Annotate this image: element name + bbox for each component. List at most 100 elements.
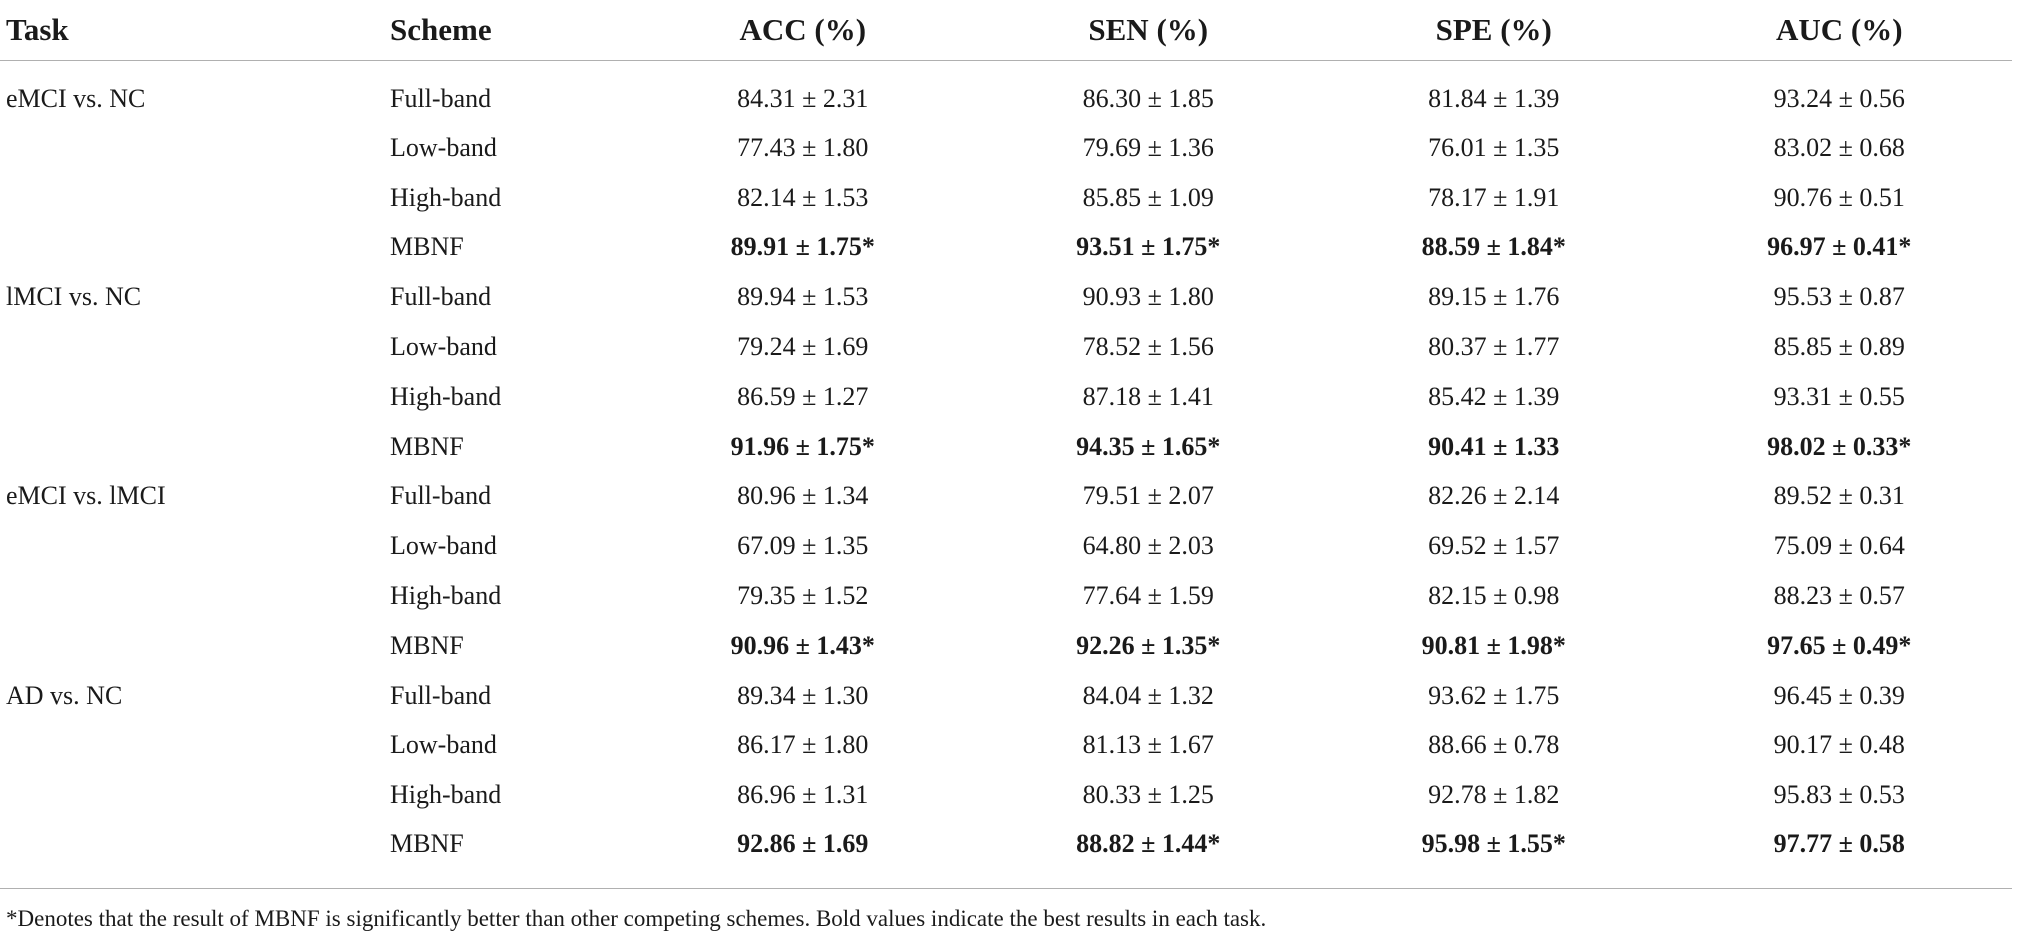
acc-cell: 90.96 ± 1.43* (730, 630, 875, 660)
scheme-cell: MBNF (390, 431, 464, 461)
task-cell (0, 820, 390, 882)
table-row: High-band 82.14 ± 1.53 85.85 ± 1.09 78.1… (0, 173, 2012, 223)
header-task: Task (0, 0, 390, 61)
task-cell (0, 521, 390, 571)
auc-cell: 93.24 ± 0.56 (1773, 84, 1905, 113)
results-table: Task Scheme ACC (%) SEN (%) SPE (%) AUC … (0, 0, 2012, 882)
table-row: MBNF 90.96 ± 1.43* 92.26 ± 1.35* 90.81 ±… (0, 621, 2012, 671)
acc-cell: 89.34 ± 1.30 (737, 680, 869, 710)
acc-cell: 91.96 ± 1.75* (730, 431, 875, 461)
acc-cell: 82.14 ± 1.53 (737, 182, 869, 212)
task-cell: eMCI vs. lMCI (6, 481, 166, 511)
scheme-cell: Low-band (390, 531, 497, 561)
table-row: Low-band 77.43 ± 1.80 79.69 ± 1.36 76.01… (0, 123, 2012, 173)
spe-cell: 76.01 ± 1.35 (1428, 132, 1560, 162)
table-row: MBNF 92.86 ± 1.69 88.82 ± 1.44* 95.98 ± … (0, 820, 2012, 882)
task-cell (0, 422, 390, 472)
task-cell (0, 571, 390, 621)
sen-cell: 79.69 ± 1.36 (1082, 132, 1214, 162)
table-row: eMCI vs. NC Full-band 84.31 ± 2.31 86.30… (0, 61, 2012, 124)
acc-cell: 79.24 ± 1.69 (737, 332, 869, 362)
auc-cell: 90.17 ± 0.48 (1773, 730, 1905, 760)
table-row: lMCI vs. NC Full-band 89.94 ± 1.53 90.93… (0, 272, 2012, 322)
auc-cell: 89.52 ± 0.31 (1773, 481, 1905, 511)
sen-cell: 79.51 ± 2.07 (1082, 481, 1214, 511)
scheme-cell: Full-band (390, 680, 492, 710)
acc-cell: 89.91 ± 1.75* (730, 232, 875, 262)
spe-cell: 88.59 ± 1.84* (1421, 232, 1566, 262)
table-row: Low-band 79.24 ± 1.69 78.52 ± 1.56 80.37… (0, 322, 2012, 372)
task-cell (0, 721, 390, 771)
auc-cell: 90.76 ± 0.51 (1773, 182, 1905, 212)
auc-cell: 96.45 ± 0.39 (1773, 680, 1905, 710)
spe-cell: 93.62 ± 1.75 (1428, 680, 1560, 710)
scheme-cell: Low-band (390, 730, 497, 760)
sen-cell: 86.30 ± 1.85 (1082, 84, 1214, 113)
acc-cell: 79.35 ± 1.52 (737, 581, 869, 611)
table-row: High-band 79.35 ± 1.52 77.64 ± 1.59 82.1… (0, 571, 2012, 621)
table-row: Low-band 67.09 ± 1.35 64.80 ± 2.03 69.52… (0, 521, 2012, 571)
task-cell (0, 770, 390, 820)
sen-cell: 92.26 ± 1.35* (1076, 630, 1221, 660)
task-cell (0, 123, 390, 173)
scheme-cell: Low-band (390, 132, 497, 162)
auc-cell: 85.85 ± 0.89 (1773, 332, 1905, 362)
scheme-cell: Full-band (390, 481, 492, 511)
spe-cell: 92.78 ± 1.82 (1428, 780, 1560, 810)
acc-cell: 84.31 ± 2.31 (737, 84, 869, 113)
task-cell (0, 173, 390, 223)
auc-cell: 97.65 ± 0.49* (1767, 630, 1912, 660)
spe-cell: 95.98 ± 1.55* (1421, 829, 1566, 859)
acc-cell: 86.59 ± 1.27 (737, 381, 869, 411)
scheme-cell: MBNF (390, 829, 464, 859)
auc-cell: 83.02 ± 0.68 (1773, 132, 1905, 162)
header-sen: SEN (%) (975, 0, 1321, 61)
sen-cell: 64.80 ± 2.03 (1082, 531, 1214, 561)
auc-cell: 97.77 ± 0.58 (1773, 829, 1905, 859)
results-table-container: Task Scheme ACC (%) SEN (%) SPE (%) AUC … (0, 0, 2012, 882)
task-cell (0, 322, 390, 372)
table-row: AD vs. NC Full-band 89.34 ± 1.30 84.04 ±… (0, 671, 2012, 721)
auc-cell: 93.31 ± 0.55 (1773, 381, 1905, 411)
spe-cell: 85.42 ± 1.39 (1428, 381, 1560, 411)
sen-cell: 84.04 ± 1.32 (1082, 680, 1214, 710)
scheme-cell: High-band (390, 780, 502, 810)
table-row: High-band 86.59 ± 1.27 87.18 ± 1.41 85.4… (0, 372, 2012, 422)
auc-cell: 98.02 ± 0.33* (1767, 431, 1912, 461)
acc-cell: 86.17 ± 1.80 (737, 730, 869, 760)
auc-cell: 96.97 ± 0.41* (1767, 232, 1912, 262)
table-footnote: *Denotes that the result of MBNF is sign… (6, 906, 1267, 931)
acc-cell: 92.86 ± 1.69 (737, 829, 869, 859)
task-cell (0, 223, 390, 273)
acc-cell: 80.96 ± 1.34 (737, 481, 869, 511)
acc-cell: 89.94 ± 1.53 (737, 282, 869, 312)
spe-cell: 90.81 ± 1.98* (1421, 630, 1566, 660)
spe-cell: 90.41 ± 1.33 (1428, 431, 1560, 461)
header-auc: AUC (%) (1666, 0, 2012, 61)
scheme-cell: Full-band (390, 282, 492, 312)
spe-cell: 78.17 ± 1.91 (1428, 182, 1560, 212)
task-cell: eMCI vs. NC (6, 84, 146, 113)
scheme-cell: MBNF (390, 630, 464, 660)
table-row: High-band 86.96 ± 1.31 80.33 ± 1.25 92.7… (0, 770, 2012, 820)
acc-cell: 86.96 ± 1.31 (737, 780, 869, 810)
sen-cell: 88.82 ± 1.44* (1076, 829, 1221, 859)
sen-cell: 85.85 ± 1.09 (1082, 182, 1214, 212)
sen-cell: 93.51 ± 1.75* (1076, 232, 1221, 262)
acc-cell: 67.09 ± 1.35 (737, 531, 869, 561)
table-bottom-rule (0, 888, 2012, 889)
scheme-cell: High-band (390, 381, 502, 411)
table-header-row: Task Scheme ACC (%) SEN (%) SPE (%) AUC … (0, 0, 2012, 61)
sen-cell: 94.35 ± 1.65* (1076, 431, 1221, 461)
task-cell: lMCI vs. NC (6, 282, 142, 312)
header-spe: SPE (%) (1321, 0, 1667, 61)
auc-cell: 95.53 ± 0.87 (1773, 282, 1905, 312)
sen-cell: 77.64 ± 1.59 (1082, 581, 1214, 611)
task-cell (0, 372, 390, 422)
auc-cell: 88.23 ± 0.57 (1773, 581, 1905, 611)
sen-cell: 81.13 ± 1.67 (1082, 730, 1214, 760)
task-cell: AD vs. NC (6, 680, 123, 710)
spe-cell: 88.66 ± 0.78 (1428, 730, 1560, 760)
scheme-cell: MBNF (390, 232, 464, 262)
spe-cell: 82.15 ± 0.98 (1428, 581, 1560, 611)
